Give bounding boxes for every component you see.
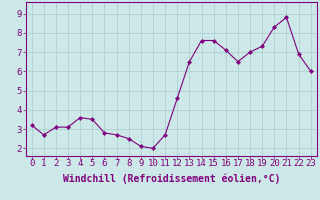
X-axis label: Windchill (Refroidissement éolien,°C): Windchill (Refroidissement éolien,°C) <box>62 173 280 184</box>
